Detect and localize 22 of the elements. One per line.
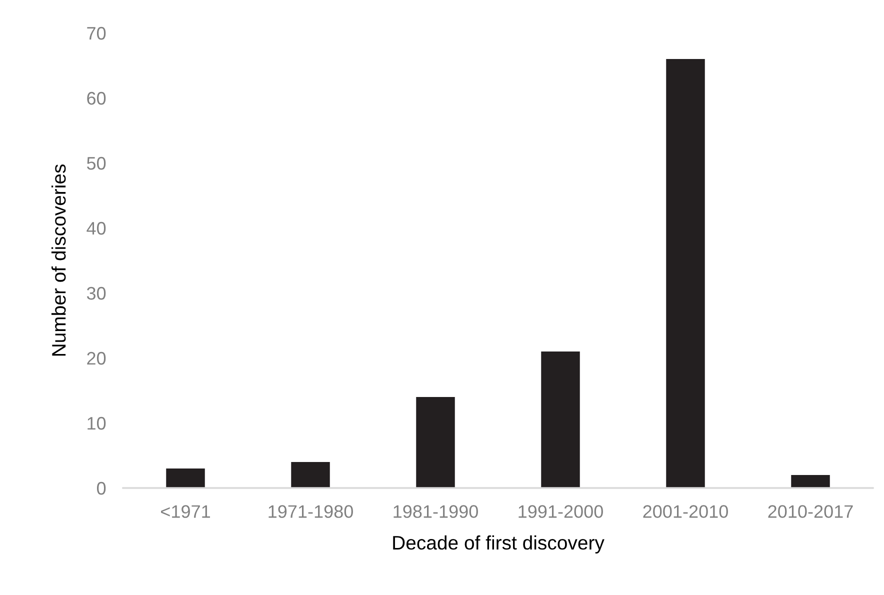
- y-tick-label: 20: [87, 352, 106, 365]
- y-tick-label: 40: [86, 222, 106, 235]
- x-tick-label: 1981-1990: [394, 505, 478, 518]
- bar: [291, 462, 330, 488]
- x-tick-label: <1971: [161, 505, 210, 518]
- y-tick-label: 10: [88, 416, 106, 430]
- bar: [541, 352, 580, 488]
- y-tick-label: 0: [97, 482, 106, 495]
- x-tick-label: 1971-1980: [268, 505, 353, 518]
- bar: [166, 468, 205, 488]
- y-axis-title: Number of discoveries: [51, 164, 66, 356]
- y-tick-label: 70: [87, 26, 106, 40]
- bar: [666, 59, 705, 488]
- y-tick-label: 50: [86, 156, 106, 170]
- x-tick-label: 2010-2017: [768, 505, 853, 518]
- y-tick-label: 30: [86, 286, 106, 300]
- x-axis-title: Decade of first discovery: [393, 535, 604, 554]
- x-tick-label: 1991-2000: [518, 505, 603, 518]
- bar: [791, 475, 830, 488]
- y-tick-label: 60: [87, 92, 106, 105]
- x-tick-label: 2001-2010: [643, 505, 728, 518]
- bar: [416, 397, 455, 488]
